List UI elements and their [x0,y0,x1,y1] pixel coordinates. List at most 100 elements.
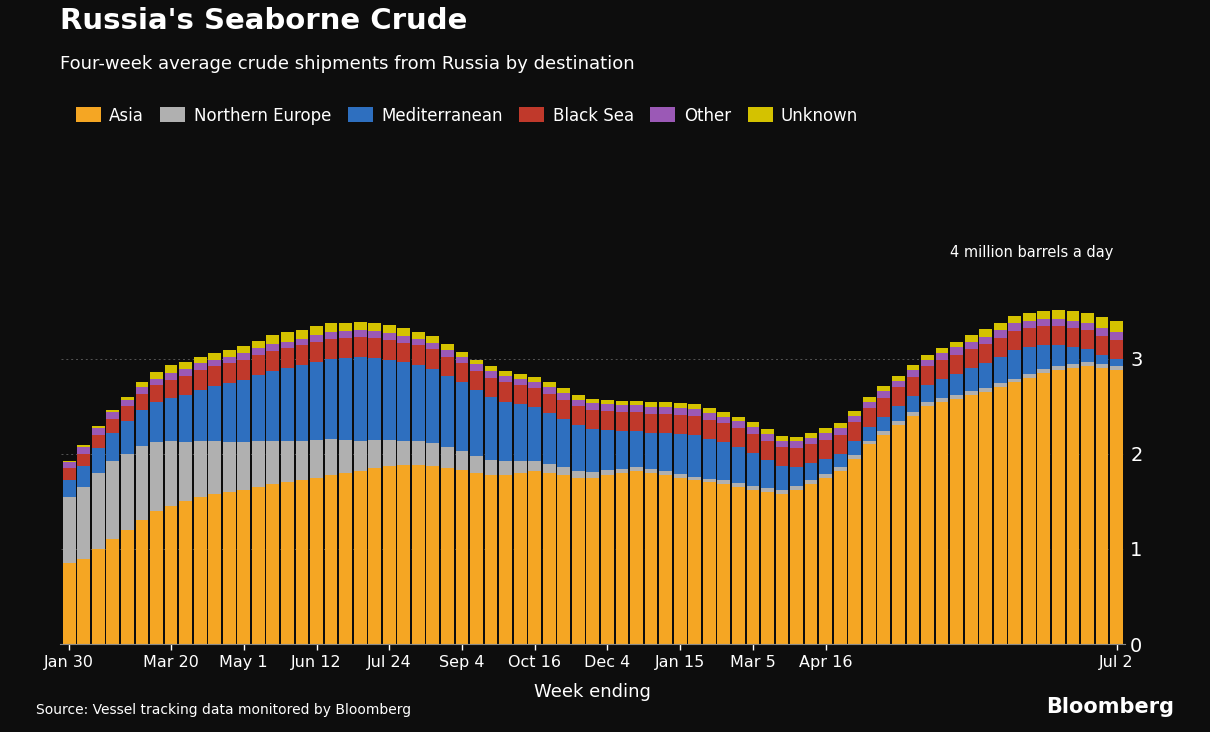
Bar [106,461,120,539]
Bar [529,407,541,461]
Bar [1095,317,1108,328]
Bar [601,430,613,470]
Bar [877,417,891,431]
Bar [1008,382,1021,644]
Bar [834,471,847,644]
Bar [1037,318,1050,326]
Bar [295,441,309,480]
Bar [237,353,250,359]
Bar [485,378,497,397]
Bar [906,365,920,370]
Bar [485,460,497,475]
Bar [1110,366,1123,370]
Bar [921,385,934,403]
Bar [1066,368,1079,644]
Bar [645,403,657,407]
Bar [1066,365,1079,368]
Bar [921,355,934,359]
Bar [761,492,774,644]
Bar [659,471,672,475]
Bar [339,323,352,331]
Bar [440,356,454,376]
Bar [819,474,832,477]
Bar [848,422,862,441]
Bar [993,387,1007,644]
Bar [616,431,628,469]
Bar [485,475,497,644]
Bar [718,480,730,485]
Bar [426,369,439,444]
Bar [397,441,410,466]
Bar [514,404,526,461]
Bar [732,488,745,644]
Bar [237,380,250,442]
Bar [558,467,570,475]
Bar [382,439,396,466]
Legend: Asia, Northern Europe, Mediterranean, Black Sea, Other, Unknown: Asia, Northern Europe, Mediterranean, Bl… [69,100,865,131]
Bar [1037,373,1050,644]
Bar [805,444,818,463]
Bar [718,417,730,423]
Bar [950,342,963,347]
Bar [281,348,294,368]
Bar [848,411,862,416]
Bar [150,511,163,644]
Bar [514,385,526,404]
Bar [921,406,934,644]
Text: Four-week average crude shipments from Russia by destination: Four-week average crude shipments from R… [60,55,635,73]
Bar [368,324,381,331]
Text: Bloomberg: Bloomberg [1045,698,1174,717]
Bar [1022,378,1036,644]
Bar [1110,321,1123,332]
Bar [382,359,396,439]
Bar [921,359,934,366]
Bar [718,442,730,480]
Bar [921,366,934,385]
Bar [440,447,454,468]
Bar [208,366,221,386]
Bar [819,428,832,433]
Bar [747,422,760,427]
Bar [645,473,657,644]
Bar [877,397,891,417]
Bar [339,337,352,358]
Bar [776,494,789,644]
Bar [529,471,541,644]
Bar [281,368,294,441]
Bar [194,390,207,441]
Bar [1095,368,1108,644]
Bar [805,485,818,644]
Bar [863,441,876,444]
X-axis label: Week ending: Week ending [535,684,651,701]
Bar [732,422,745,428]
Bar [92,448,105,473]
Bar [500,461,512,475]
Bar [194,441,207,496]
Bar [106,419,120,433]
Bar [179,501,192,644]
Bar [993,330,1007,337]
Bar [805,463,818,480]
Bar [121,397,134,400]
Bar [1081,313,1094,323]
Bar [587,399,599,403]
Bar [1110,340,1123,359]
Bar [1110,359,1123,366]
Bar [426,466,439,644]
Bar [106,433,120,461]
Bar [252,348,265,355]
Bar [63,497,76,564]
Bar [1110,370,1123,644]
Bar [863,444,876,644]
Bar [877,435,891,644]
Bar [906,377,920,396]
Text: 4 million barrels a day: 4 million barrels a day [950,245,1113,260]
Bar [1095,355,1108,365]
Bar [456,451,468,470]
Bar [747,490,760,644]
Bar [252,340,265,348]
Bar [179,369,192,376]
Bar [892,422,905,425]
Bar [252,441,265,488]
Bar [645,407,657,414]
